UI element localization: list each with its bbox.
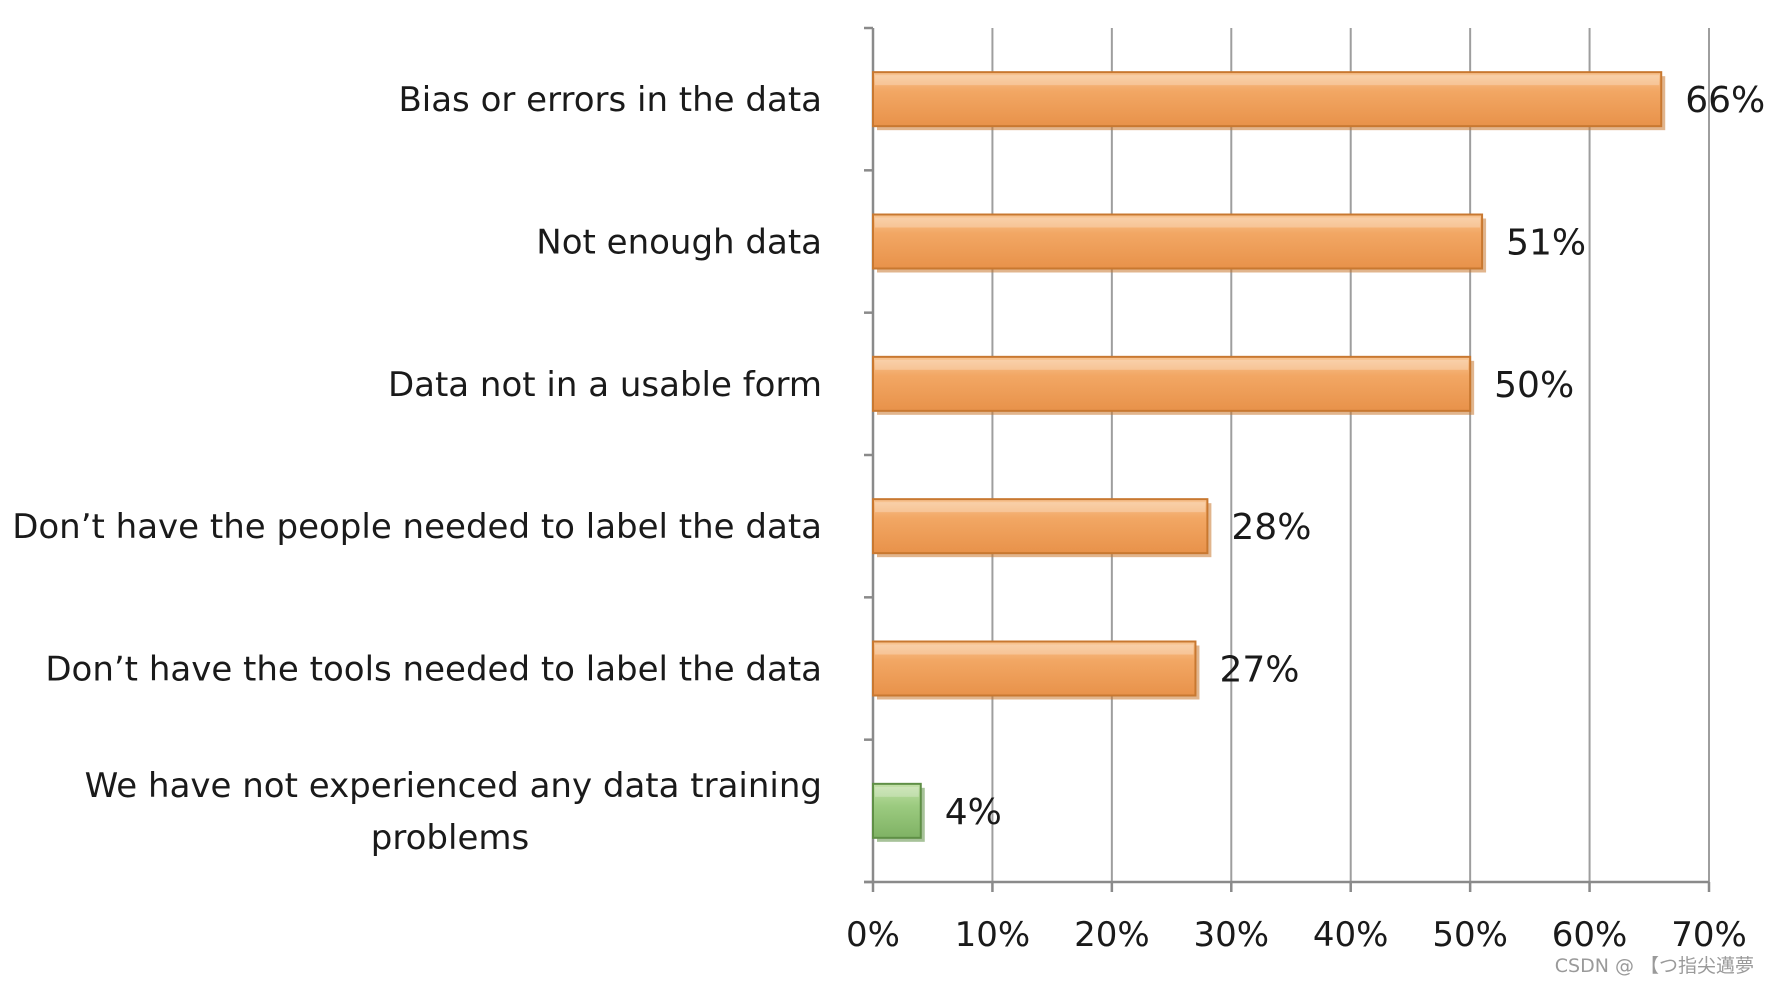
category-label: Don’t have the people needed to label th… xyxy=(12,507,822,547)
category-label: Data not in a usable form xyxy=(388,365,822,405)
x-tick-label: 70% xyxy=(1671,915,1747,955)
x-tick-label: 30% xyxy=(1193,915,1269,955)
category-label: Don’t have the tools needed to label the… xyxy=(45,650,822,690)
bar-1 xyxy=(872,71,1666,131)
bar-6 xyxy=(872,782,925,842)
gridlines xyxy=(991,28,1710,882)
x-tick-labels: 0% 10% 20% 30% 40% 50% 60% 70% xyxy=(846,915,1747,955)
bar-highlight xyxy=(875,644,1194,655)
axes xyxy=(864,26,1711,892)
bar-4 xyxy=(872,498,1212,558)
value-label: 51% xyxy=(1506,223,1586,264)
bars xyxy=(872,71,1666,842)
x-tick-label: 10% xyxy=(955,915,1031,955)
x-tick-label: 40% xyxy=(1313,915,1389,955)
x-tick-label: 0% xyxy=(846,915,900,955)
bar xyxy=(872,782,922,839)
category-label: Not enough data xyxy=(536,223,822,263)
bar-3 xyxy=(872,355,1475,415)
bar-highlight xyxy=(875,75,1660,86)
value-label: 28% xyxy=(1231,507,1311,548)
bar-2 xyxy=(872,213,1487,273)
value-label: 27% xyxy=(1219,650,1299,691)
bar-5 xyxy=(872,640,1200,700)
value-labels: 66% 51% 50% 28% 27% 4% xyxy=(945,80,1765,833)
x-tick-label: 20% xyxy=(1074,915,1150,955)
value-label: 4% xyxy=(945,792,1002,833)
x-tick-label: 60% xyxy=(1552,915,1628,955)
category-label: We have not experienced any data trainin… xyxy=(85,766,822,806)
bar xyxy=(872,355,1472,412)
bar-highlight xyxy=(875,502,1206,513)
bar-highlight xyxy=(875,359,1469,370)
bar xyxy=(872,213,1484,270)
value-label: 50% xyxy=(1494,365,1574,406)
category-label: Bias or errors in the data xyxy=(398,80,822,120)
bar xyxy=(872,498,1209,555)
category-labels: Bias or errors in the data Not enough dat… xyxy=(12,80,822,858)
bar-highlight xyxy=(875,217,1481,228)
bar xyxy=(872,71,1663,128)
value-label: 66% xyxy=(1685,80,1765,121)
x-tick-label: 50% xyxy=(1432,915,1508,955)
category-label: problems xyxy=(371,818,529,858)
bar xyxy=(872,640,1197,697)
watermark: CSDN @ 【つ指尖邁夢 xyxy=(1554,955,1754,977)
bar-highlight xyxy=(875,786,919,797)
